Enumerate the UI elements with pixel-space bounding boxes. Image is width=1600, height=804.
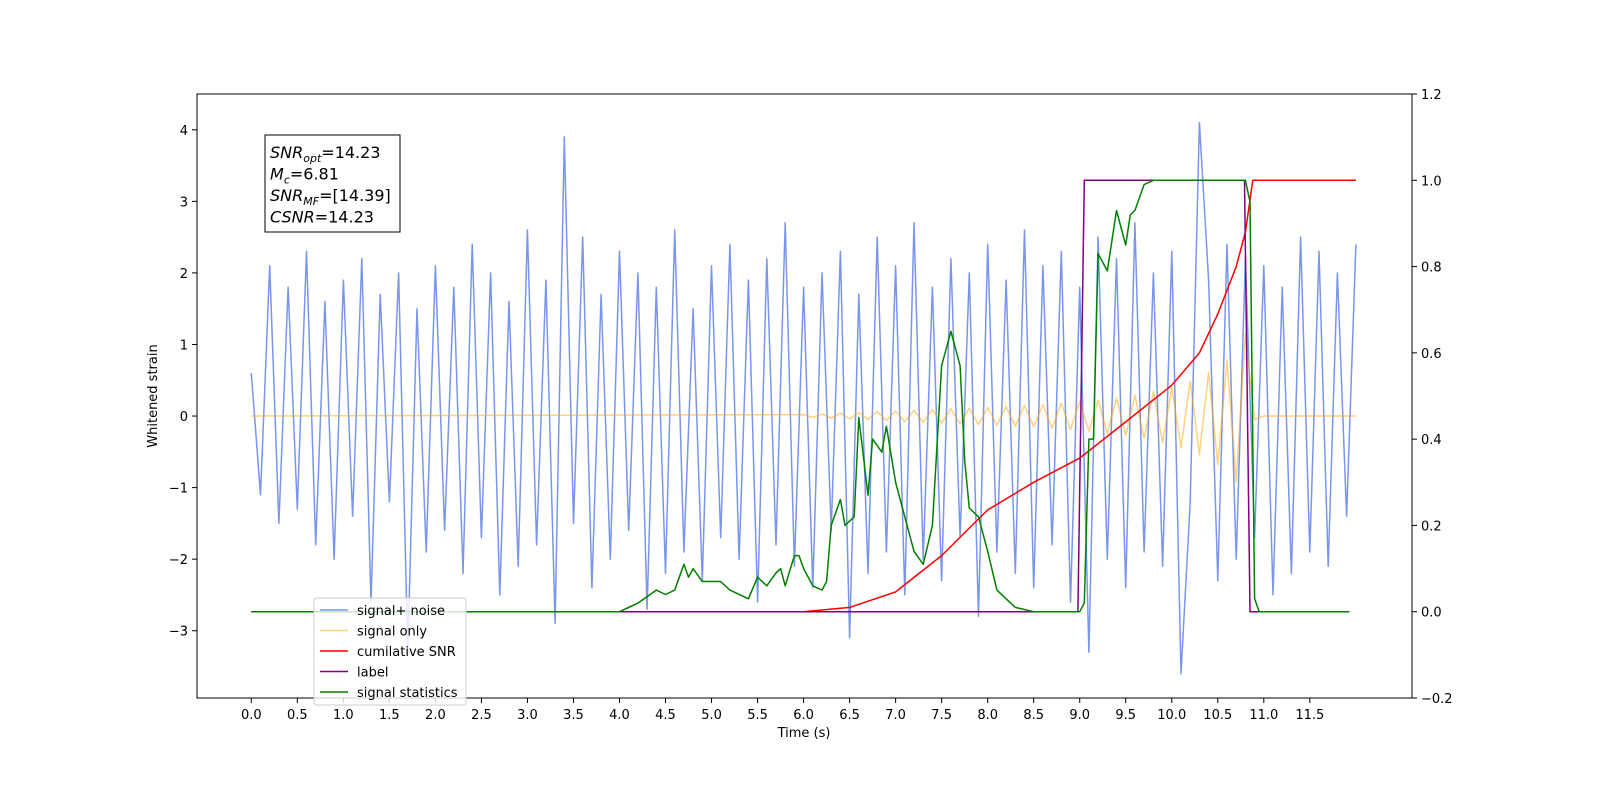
y-tick-label: 2	[180, 267, 188, 282]
annotation-box	[264, 134, 401, 233]
annotation-symbol: CSNR	[270, 208, 315, 227]
x-tick-label: 6.5	[839, 708, 860, 723]
y2-tick-label: 0.2	[1421, 519, 1442, 534]
x-tick-label: 11.5	[1295, 708, 1324, 723]
x-tick-label: 7.0	[885, 708, 906, 723]
series-line	[251, 332, 1356, 483]
x-tick-label: 2.5	[471, 708, 492, 723]
x-tick-label: 8.0	[977, 708, 998, 723]
annotation-symbol: M	[270, 165, 284, 184]
annotation-line: SNRopt=14.23	[270, 143, 381, 165]
legend-label: signal statistics	[357, 686, 458, 701]
annotation-value: =14.23	[315, 208, 374, 227]
x-tick-label: 4.0	[609, 708, 630, 723]
y2-tick-label: 0.4	[1421, 433, 1442, 448]
y-tick-label: 1	[180, 338, 188, 353]
y2-tick-label: 1.0	[1421, 174, 1442, 189]
x-tick-label: 6.0	[793, 708, 814, 723]
y2-tick-label: 0.6	[1421, 347, 1442, 362]
x-tick-label: 11.0	[1249, 708, 1278, 723]
x-tick-label: 9.0	[1069, 708, 1090, 723]
x-axis-label: Time (s)	[777, 726, 831, 741]
x-tick-label: 0.5	[287, 708, 308, 723]
annotation-subscript: opt	[303, 152, 322, 165]
series-line	[250, 121, 1357, 675]
x-tick-label: 9.5	[1115, 708, 1136, 723]
legend-label: cumilative SNR	[357, 645, 456, 660]
y-axis-label: Whitened strain	[146, 344, 161, 447]
y2-tick-label: 0.0	[1421, 606, 1442, 621]
x-tick-label: 4.5	[655, 708, 676, 723]
x-tick-label: 5.5	[747, 708, 768, 723]
x-tick-label: 1.0	[333, 708, 354, 723]
y-tick-label: 4	[180, 124, 188, 139]
x-tick-label: 8.5	[1023, 708, 1044, 723]
annotation-symbol: SNR	[270, 186, 303, 205]
x-tick-label: 7.5	[931, 708, 952, 723]
annotation-value: =14.23	[321, 143, 380, 162]
annotation-subscript: c	[284, 174, 290, 187]
plot-frame	[196, 93, 1413, 699]
legend-box	[313, 597, 467, 706]
annotation-value: =6.81	[290, 165, 339, 184]
x-tick-label: 2.0	[425, 708, 446, 723]
y2-tick-label: −0.2	[1421, 692, 1453, 707]
legend-label: signal only	[357, 625, 427, 640]
x-tick-label: 3.5	[563, 708, 584, 723]
series-line	[251, 179, 1356, 613]
annotation-value: =[14.39]	[319, 186, 391, 205]
y-tick-label: −1	[169, 482, 188, 497]
x-tick-label: 1.5	[379, 708, 400, 723]
series-line	[251, 179, 1350, 613]
annotation-line: SNRMF=[14.39]	[270, 186, 391, 208]
y2-tick-label: 0.8	[1421, 261, 1442, 276]
annotation-line: CSNR=14.23	[270, 208, 374, 227]
x-tick-label: 10.5	[1203, 708, 1232, 723]
x-tick-label: 10.0	[1157, 708, 1186, 723]
x-tick-label: 5.0	[701, 708, 722, 723]
y-tick-label: 3	[180, 195, 188, 210]
y2-tick-label: 1.2	[1421, 88, 1442, 103]
legend-label: label	[357, 666, 388, 681]
y-tick-label: 0	[180, 410, 188, 425]
y-tick-label: −3	[169, 625, 188, 640]
annotation-symbol: SNR	[270, 143, 303, 162]
y-tick-label: −2	[169, 553, 188, 568]
annotation-line: Mc=6.81	[270, 165, 339, 187]
x-tick-label: 3.0	[517, 708, 538, 723]
legend-label: signal+ noise	[357, 604, 445, 619]
annotation-subscript: MF	[303, 195, 319, 208]
x-tick-label: 0.0	[241, 708, 262, 723]
